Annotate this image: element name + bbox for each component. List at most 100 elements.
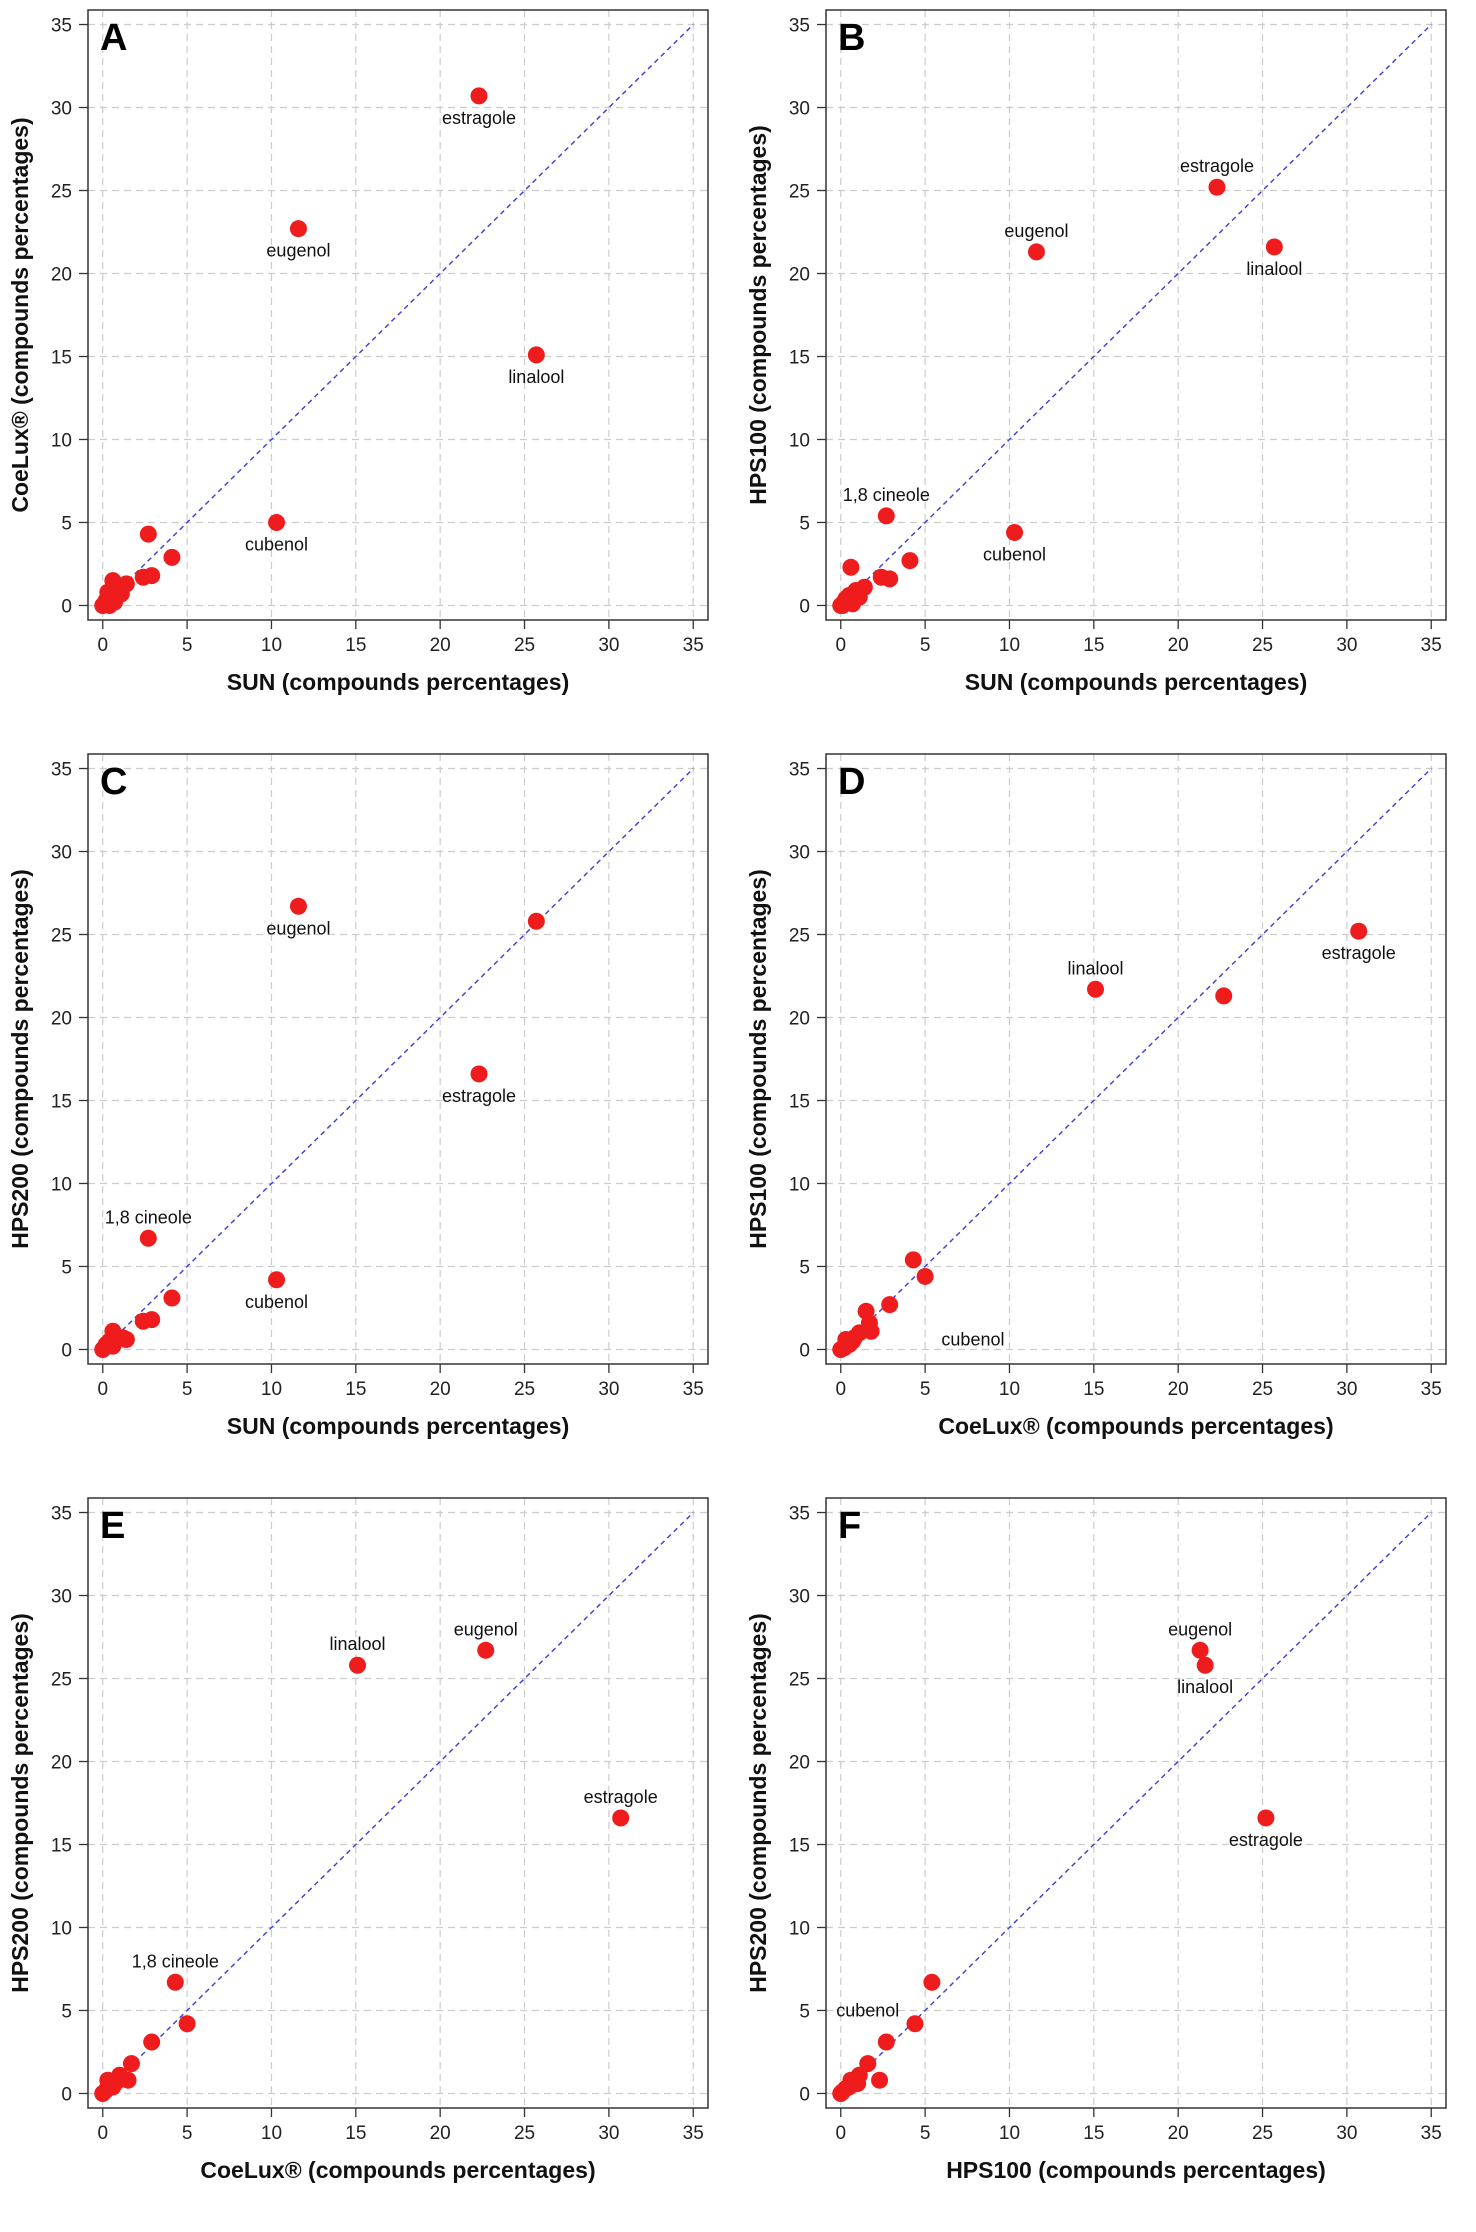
data-point-17 <box>832 596 850 614</box>
y-tick-label-0: 0 <box>61 1340 72 1361</box>
annotation-estragole: estragole <box>1229 1830 1303 1850</box>
data-point-7 <box>871 2071 889 2089</box>
annotation-1-8-cineole: 1,8 cineole <box>843 485 930 505</box>
x-tick-label-3: 15 <box>1083 2123 1104 2144</box>
x-tick-label-7: 35 <box>683 1379 704 1400</box>
data-point-13 <box>94 2084 112 2102</box>
x-tick-label-4: 20 <box>430 2123 451 2144</box>
plot-frame <box>825 9 1447 621</box>
data-point-4 <box>1006 523 1024 541</box>
identity-line <box>102 24 694 606</box>
data-point-0 <box>289 897 307 915</box>
annotation-linalool: linalool <box>1246 259 1302 279</box>
y-tick-label-2: 10 <box>789 1918 810 1939</box>
y-tick-label-2: 10 <box>51 1174 72 1195</box>
y-tick-label-3: 15 <box>51 1091 72 1112</box>
identity-line <box>840 768 1432 1350</box>
x-tick-label-3: 15 <box>345 1379 366 1400</box>
y-axis-label: HPS100 (compounds percentages) <box>745 869 771 1249</box>
data-point-7 <box>134 568 152 586</box>
annotation-1-8-cineole: 1,8 cineole <box>105 1207 192 1227</box>
panel-e: 0 0 5 5 10 10 15 15 20 20 25 25 30 30 35 35 CoeLux® (com… <box>0 1488 738 2232</box>
x-tick-label-3: 15 <box>345 2123 366 2144</box>
y-tick-label-5: 25 <box>789 1670 810 1691</box>
plot-frame <box>87 753 709 1365</box>
y-tick-label-2: 10 <box>51 1918 72 1939</box>
scatter-plot-a: 0 0 5 5 10 10 15 15 20 20 25 25 30 30 35 35 SUN (compoun… <box>7 9 709 695</box>
y-axis-label: CoeLux® (compounds percentages) <box>7 117 33 512</box>
x-tick-label-5: 25 <box>1252 635 1273 656</box>
x-tick-label-2: 10 <box>999 1379 1020 1400</box>
y-tick-label-4: 20 <box>51 1009 72 1030</box>
x-tick-label-5: 25 <box>1252 1379 1273 1400</box>
y-tick-label-7: 35 <box>51 16 72 37</box>
y-tick-label-1: 5 <box>61 513 72 534</box>
x-tick-label-4: 20 <box>1168 635 1189 656</box>
annotation-cubenol: cubenol <box>245 534 308 554</box>
y-tick-label-0: 0 <box>61 2084 72 2105</box>
annotation-eugenol: eugenol <box>266 241 330 261</box>
x-axis-label: SUN (compounds percentages) <box>965 669 1308 695</box>
data-point-15 <box>832 1340 850 1358</box>
x-tick-label-7: 35 <box>683 635 704 656</box>
y-tick-label-6: 30 <box>789 843 810 864</box>
x-tick-label-2: 10 <box>999 2123 1020 2144</box>
x-tick-label-5: 25 <box>1252 2123 1273 2144</box>
x-axis-label: CoeLux® (compounds percentages) <box>200 2157 595 2183</box>
x-tick-label-0: 0 <box>97 1379 108 1400</box>
data-point-4 <box>268 1271 286 1289</box>
x-axis-label: CoeLux® (compounds percentages) <box>938 1413 1333 1439</box>
data-point-2 <box>1215 987 1233 1005</box>
y-tick-label-4: 20 <box>789 1009 810 1030</box>
x-tick-label-1: 5 <box>920 635 931 656</box>
data-point-5 <box>163 548 181 566</box>
y-tick-label-7: 35 <box>51 1504 72 1525</box>
data-point-0 <box>470 87 488 105</box>
x-tick-label-6: 30 <box>1336 1379 1357 1400</box>
y-tick-label-7: 35 <box>789 760 810 781</box>
x-tick-label-0: 0 <box>835 1379 846 1400</box>
x-tick-label-7: 35 <box>1421 1379 1442 1400</box>
annotation-estragole: estragole <box>442 1086 516 1106</box>
scatter-plot-c: 0 0 5 5 10 10 15 15 20 20 25 25 30 30 35 35 SUN (compoun… <box>7 753 709 1439</box>
data-point-0 <box>349 1656 367 1674</box>
annotation-estragole: estragole <box>584 1787 658 1807</box>
y-axis-label: HPS200 (compounds percentages) <box>7 869 33 1249</box>
panel-letter: F <box>838 1505 861 1547</box>
x-axis-label: SUN (compounds percentages) <box>227 1413 570 1439</box>
y-tick-label-6: 30 <box>51 99 72 120</box>
panel-f: 0 0 5 5 10 10 15 15 20 20 25 25 30 30 35 35 HPS100 (comp… <box>738 1488 1476 2232</box>
x-tick-label-7: 35 <box>1421 2123 1442 2144</box>
panel-letter: A <box>100 17 127 59</box>
y-tick-label-7: 35 <box>51 760 72 781</box>
data-point-3 <box>139 1229 157 1247</box>
data-point-1 <box>1087 980 1105 998</box>
x-tick-label-3: 15 <box>1083 1379 1104 1400</box>
x-tick-label-3: 15 <box>345 635 366 656</box>
data-point-2 <box>470 1065 488 1083</box>
data-point-1 <box>477 1641 495 1659</box>
y-axis-label: HPS100 (compounds percentages) <box>745 125 771 505</box>
data-point-7 <box>872 568 890 586</box>
annotation-estragole: estragole <box>1180 156 1254 176</box>
annotation-eugenol: eugenol <box>454 1619 518 1639</box>
y-tick-label-5: 25 <box>51 1670 72 1691</box>
annotation-cubenol: cubenol <box>941 1330 1004 1350</box>
y-tick-label-0: 0 <box>799 1340 810 1361</box>
annotation-cubenol: cubenol <box>983 544 1046 564</box>
y-tick-label-5: 25 <box>789 926 810 947</box>
identity-line <box>840 24 1432 606</box>
x-tick-label-7: 35 <box>683 2123 704 2144</box>
y-tick-label-7: 35 <box>789 16 810 37</box>
data-point-0 <box>1191 1641 1209 1659</box>
panel-c: 0 0 5 5 10 10 15 15 20 20 25 25 30 30 35 35 SUN (compoun… <box>0 744 738 1488</box>
x-tick-label-1: 5 <box>920 2123 931 2144</box>
x-axis-label: SUN (compounds percentages) <box>227 669 570 695</box>
x-tick-label-5: 25 <box>514 2123 535 2144</box>
x-tick-label-2: 10 <box>261 1379 282 1400</box>
x-tick-label-1: 5 <box>182 635 193 656</box>
data-point-1 <box>1027 243 1045 261</box>
scatter-plot-f: 0 0 5 5 10 10 15 15 20 20 25 25 30 30 35 35 HPS100 (comp… <box>745 1497 1447 2183</box>
y-tick-label-4: 20 <box>789 1753 810 1774</box>
data-point-3 <box>166 1973 184 1991</box>
